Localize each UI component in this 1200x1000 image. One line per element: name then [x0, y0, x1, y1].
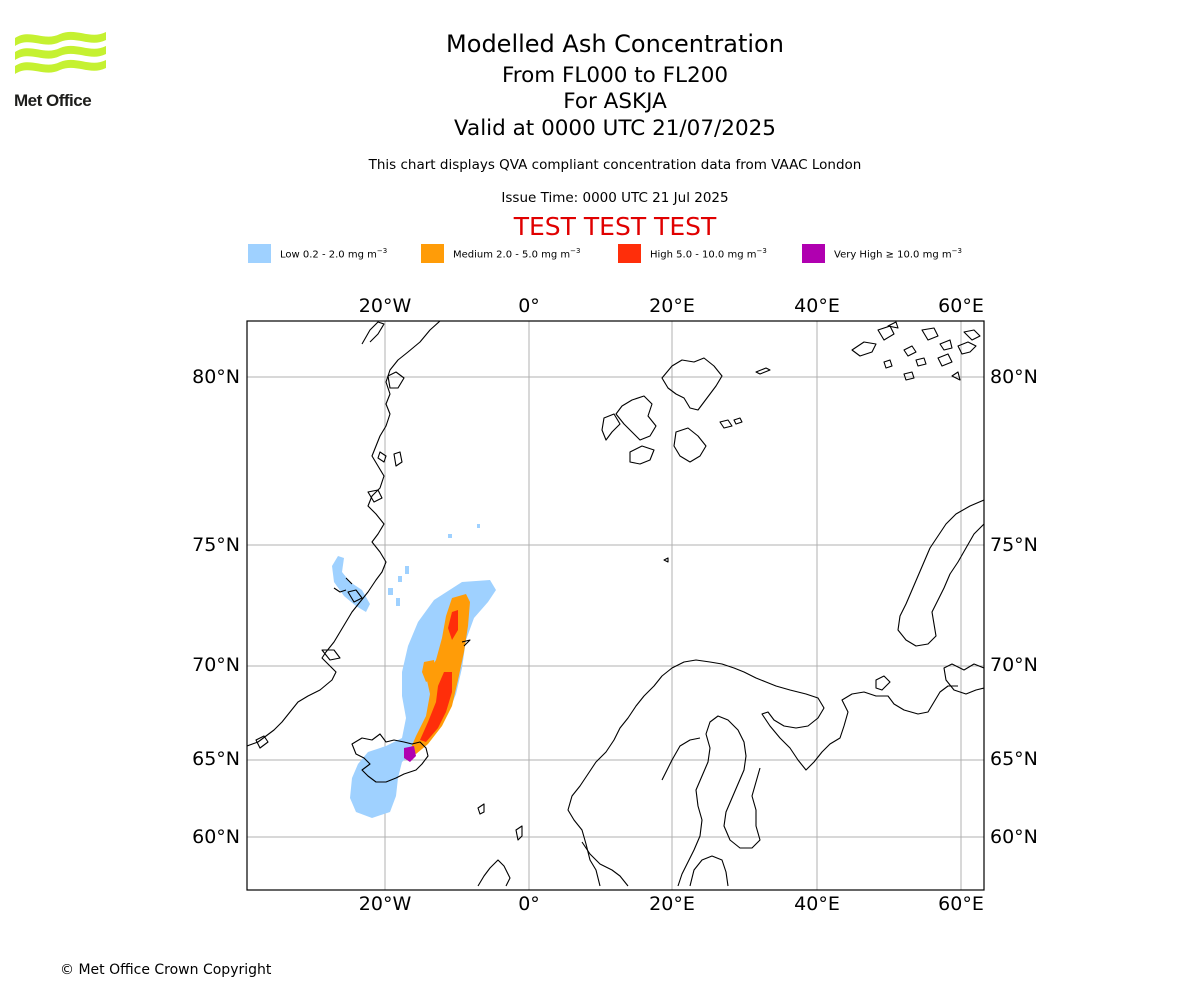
lon-label-bottom-0: 0°	[518, 893, 540, 915]
lon-label-top-20w: 20°W	[359, 295, 412, 317]
lon-label-bottom-20e: 20°E	[649, 893, 695, 915]
lon-label-bottom-40e: 40°E	[794, 893, 840, 915]
legend-label-high: High 5.0 - 10.0 mg m	[650, 249, 757, 261]
lat-label-right-70n: 70°N	[990, 654, 1038, 676]
ash-area-high	[420, 610, 458, 742]
logo-wordmark: Met Office	[14, 91, 92, 110]
flight-levels: From FL000 to FL200	[501, 63, 729, 88]
lat-label-right-60n: 60°N	[990, 826, 1038, 848]
lon-label-top-40e: 40°E	[794, 295, 840, 317]
lat-label-right-75n: 75°N	[990, 534, 1038, 556]
lat-label-left-65n: 65°N	[192, 748, 240, 770]
lon-label-bottom-60e: 60°E	[938, 893, 984, 915]
coastlines	[247, 321, 984, 887]
ash-area-low	[332, 524, 496, 818]
chart-title: Modelled Ash Concentration	[446, 30, 784, 58]
legend-label-low: Low 0.2 - 2.0 mg m	[280, 249, 377, 261]
lat-label-left-60n: 60°N	[192, 826, 240, 848]
legend-label-medium: Medium 2.0 - 5.0 mg m	[453, 249, 571, 261]
ash-area-very-high	[404, 746, 416, 762]
lon-label-top-60e: 60°E	[938, 295, 984, 317]
legend-swatch-very-high	[802, 244, 825, 263]
valid-time: Valid at 0000 UTC 21/07/2025	[453, 116, 776, 141]
volcano-name: For ASKJA	[563, 89, 667, 114]
lat-label-left-80n: 80°N	[192, 366, 240, 388]
lon-label-bottom-20w: 20°W	[359, 893, 412, 915]
map-frame	[246, 320, 985, 891]
met-office-logo	[15, 31, 106, 74]
lat-label-right-80n: 80°N	[990, 366, 1038, 388]
lon-label-top-0: 0°	[518, 295, 540, 317]
legend-swatch-medium	[421, 244, 444, 263]
lat-label-left-75n: 75°N	[192, 534, 240, 556]
legend-label-very-high: Very High ≥ 10.0 mg m	[834, 249, 952, 261]
legend-swatch-low	[248, 244, 271, 263]
legend-swatch-high	[618, 244, 641, 263]
chart-description: This chart displays QVA compliant concen…	[368, 157, 862, 173]
test-banner: TEST TEST TEST	[513, 212, 717, 241]
lat-label-right-65n: 65°N	[990, 748, 1038, 770]
map-gridlines	[247, 321, 984, 890]
lat-label-left-70n: 70°N	[192, 654, 240, 676]
copyright-notice: © Met Office Crown Copyright	[60, 962, 272, 978]
lon-label-top-20e: 20°E	[649, 295, 695, 317]
issue-time: Issue Time: 0000 UTC 21 Jul 2025	[501, 190, 729, 206]
